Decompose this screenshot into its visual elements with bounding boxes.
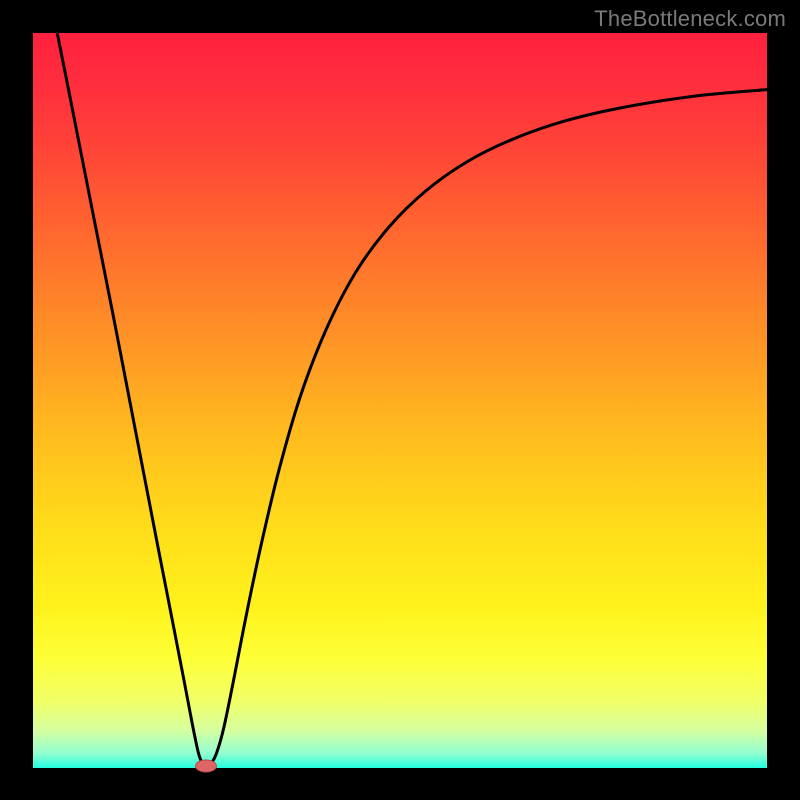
watermark-text: TheBottleneck.com xyxy=(594,6,786,32)
chart-frame: TheBottleneck.com xyxy=(0,0,800,800)
bottleneck-curve xyxy=(33,33,767,768)
minimum-marker xyxy=(195,759,217,772)
plot-area xyxy=(33,33,767,768)
